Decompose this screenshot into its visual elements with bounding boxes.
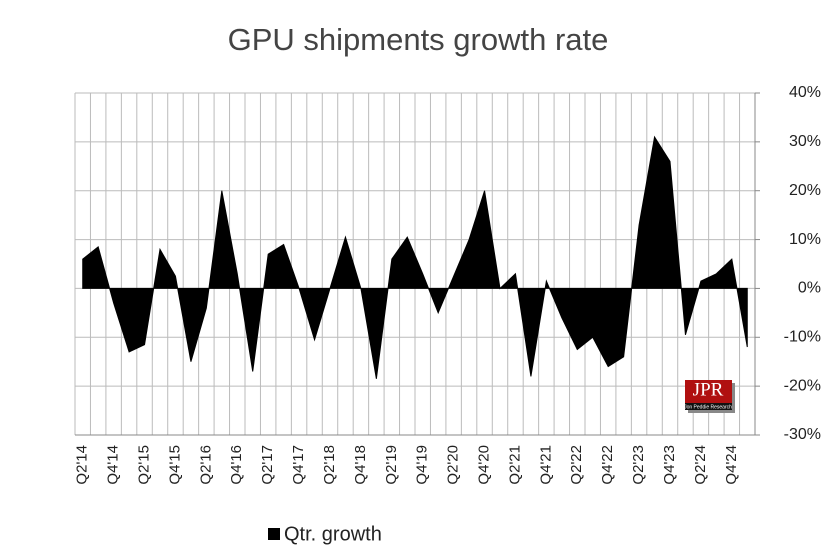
x-tick-label: Q2'14 — [74, 445, 91, 485]
x-tick-label: Q2'24 — [692, 445, 709, 485]
y-tick-label: 20% — [789, 182, 821, 199]
legend-label: Qtr. growth — [284, 523, 382, 545]
x-tick-label: Q4'20 — [476, 445, 493, 485]
logo-band — [685, 403, 732, 410]
x-tick-label: Q2'20 — [445, 445, 462, 485]
x-tick-label: Q4'16 — [228, 445, 245, 485]
y-tick-label: 30% — [789, 133, 821, 150]
logo-subtitle: Jon Peddie Research — [684, 404, 732, 410]
x-tick-label: Q2'17 — [259, 445, 276, 485]
x-tick-label: Q4'15 — [166, 445, 183, 485]
y-tick-label: 10% — [789, 231, 821, 248]
area — [82, 135, 748, 379]
logo: JPR Jon Peddie Research — [684, 379, 735, 413]
x-tick-label: Q4'23 — [661, 445, 678, 485]
y-tick-label: 40% — [789, 84, 821, 101]
x-tick-label: Q2'19 — [383, 445, 400, 485]
y-tick-label: -30% — [784, 426, 821, 443]
legend-swatch — [268, 528, 280, 540]
y-tick-label: -10% — [784, 329, 821, 346]
x-tick-label: Q2'16 — [197, 445, 214, 485]
x-tick-label: Q4'21 — [537, 445, 554, 485]
x-tick-label: Q4'19 — [414, 445, 431, 485]
logo-text: JPR — [693, 379, 724, 400]
x-tick-label: Q4'18 — [352, 445, 369, 485]
x-tick-label: Q4'24 — [723, 445, 740, 485]
x-tick-label: Q2'21 — [506, 445, 523, 485]
x-tick-label: Q2'18 — [321, 445, 338, 485]
chart-title: GPU shipments growth rate — [228, 22, 609, 57]
x-tick-label: Q2'23 — [630, 445, 647, 485]
x-tick-label: Q4'22 — [599, 445, 616, 485]
x-tick-label: Q4'14 — [105, 445, 122, 485]
y-tick-label: 0% — [798, 280, 821, 297]
y-tick-label: -20% — [784, 377, 821, 394]
x-tick-label: Q4'17 — [290, 445, 307, 485]
x-tick-label: Q2'22 — [568, 445, 585, 485]
x-tick-label: Q2'15 — [136, 445, 153, 485]
